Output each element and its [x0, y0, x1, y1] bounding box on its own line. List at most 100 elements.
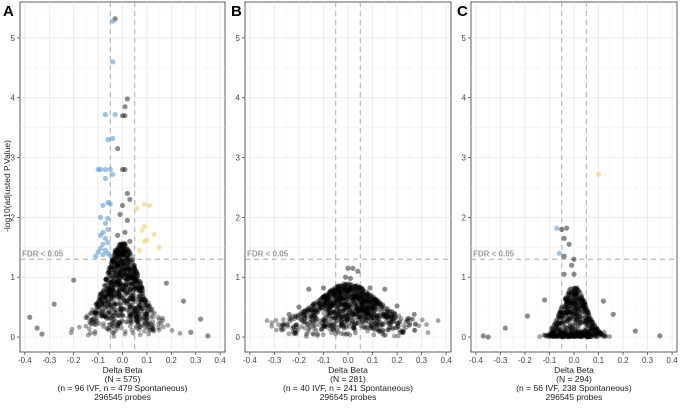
probe-point	[133, 278, 138, 284]
probe-point	[657, 333, 663, 339]
probe-point	[128, 281, 134, 286]
probe-point	[351, 296, 357, 302]
probe-point	[111, 301, 117, 307]
probe-point	[346, 286, 352, 292]
probe-point	[120, 251, 126, 256]
probe-point	[106, 321, 112, 327]
probe-point	[317, 305, 323, 311]
probe-point	[107, 297, 113, 303]
probe-point	[123, 266, 129, 272]
probe-point	[103, 277, 108, 283]
probe-point	[106, 327, 112, 333]
probe-point	[318, 301, 323, 307]
probe-point	[312, 307, 317, 313]
probe-point	[146, 304, 152, 310]
probe-point	[302, 315, 307, 321]
probe-point	[125, 289, 131, 295]
probe-point	[132, 285, 138, 291]
probe-point	[352, 327, 358, 333]
probe-point	[147, 307, 153, 313]
probe-point	[130, 275, 136, 281]
probe-point	[104, 301, 110, 306]
probe-point	[555, 320, 561, 326]
probe-point	[118, 272, 124, 277]
probe-point	[137, 324, 143, 330]
probe-point	[149, 325, 155, 331]
probe-point	[123, 276, 129, 282]
y-tick-label-b: 1	[236, 273, 241, 282]
probe-point	[348, 282, 354, 287]
probe-point	[342, 302, 348, 307]
probe-point	[119, 166, 126, 173]
probe-point	[121, 297, 127, 303]
probe-point	[115, 288, 121, 294]
probe-point	[111, 264, 117, 270]
probe-point	[307, 319, 313, 325]
probe-point	[118, 305, 123, 311]
probe-point	[103, 277, 109, 283]
probe-point	[347, 288, 353, 294]
probe-point	[375, 304, 380, 309]
probe-point	[129, 274, 134, 280]
probe-point	[130, 309, 136, 315]
probe-point	[404, 324, 409, 330]
probe-point	[117, 270, 123, 276]
probe-point	[141, 316, 147, 321]
probe-point	[124, 253, 129, 258]
probe-point	[393, 325, 399, 330]
x-tick-label-a: 0.1	[141, 356, 153, 365]
probe-point	[123, 329, 128, 334]
probe-point	[333, 331, 339, 337]
probe-point	[136, 288, 142, 294]
probe-point	[337, 295, 343, 301]
probe-point	[353, 296, 359, 302]
probe-point	[132, 271, 138, 277]
probe-point	[137, 302, 143, 308]
probe-point	[363, 303, 369, 309]
probe-point	[332, 300, 338, 306]
probe-point	[114, 279, 120, 285]
probe-point	[305, 309, 311, 314]
probe-point	[138, 299, 144, 305]
hypomethylated-probe	[112, 111, 118, 118]
probe-point	[331, 290, 337, 296]
probe-point	[136, 313, 142, 319]
probe-point	[122, 104, 128, 110]
probe-point	[112, 250, 118, 256]
probe-point	[133, 274, 139, 280]
probe-point	[98, 309, 103, 314]
probe-point	[145, 308, 151, 314]
probe-point	[403, 319, 409, 325]
probe-point	[131, 263, 137, 268]
y-tick-label-a: 3	[11, 154, 16, 163]
probe-point	[118, 303, 124, 309]
probe-point	[125, 288, 131, 294]
probe-point	[115, 245, 121, 251]
probe-point	[130, 310, 136, 316]
probe-point	[400, 330, 406, 336]
probe-point	[359, 303, 364, 308]
probe-point	[502, 325, 508, 331]
probe-point	[323, 324, 329, 330]
probe-point	[310, 310, 316, 316]
probe-point	[93, 308, 99, 314]
probe-point	[101, 289, 106, 294]
probe-point	[351, 287, 357, 293]
probe-point	[303, 313, 309, 319]
probe-point	[117, 282, 123, 288]
probe-point	[105, 270, 111, 276]
probe-point	[335, 309, 341, 315]
probe-point	[352, 311, 357, 317]
probe-point	[368, 324, 374, 329]
probe-point	[560, 333, 566, 339]
probe-point	[333, 298, 339, 304]
probe-point	[139, 312, 145, 317]
probe-point	[362, 320, 368, 325]
probe-point	[134, 271, 140, 277]
probe-point	[124, 246, 129, 252]
probe-point	[296, 304, 302, 310]
probe-point	[122, 242, 128, 247]
probe-point	[115, 232, 121, 238]
probe-point	[108, 284, 114, 290]
probe-point	[122, 262, 128, 268]
